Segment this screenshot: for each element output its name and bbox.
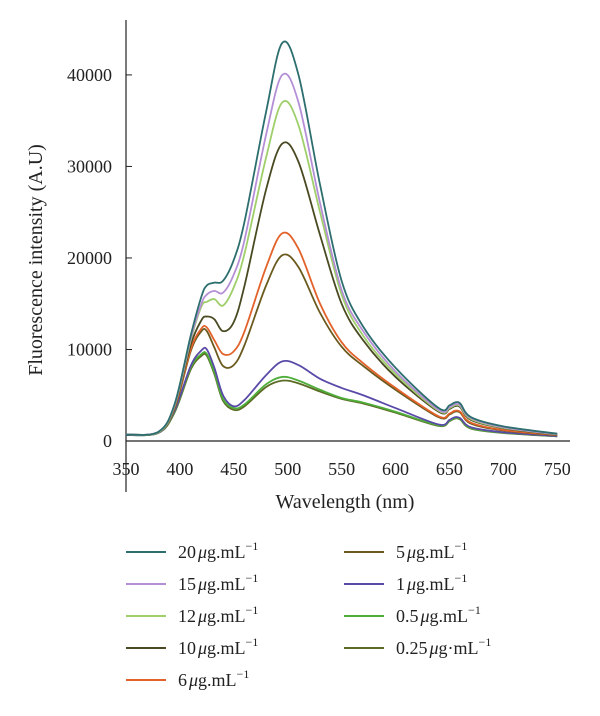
- legend-exponent: −1: [455, 539, 468, 553]
- legend-exponent: −1: [246, 571, 259, 585]
- x-tick-label: 500: [274, 459, 301, 479]
- legend-unit: μ: [197, 638, 207, 658]
- x-tick-label: 400: [166, 459, 193, 479]
- legend-exponent: −1: [246, 603, 259, 617]
- y-tick-label: 20000: [67, 248, 112, 268]
- legend-item: 12 μg.mL−1: [126, 603, 258, 626]
- legend-item: 5 μg.mL−1: [344, 539, 467, 562]
- legend-value: 5: [396, 542, 405, 562]
- legend-item: 20 μg.mL−1: [126, 539, 258, 562]
- legend-exponent: −1: [455, 571, 468, 585]
- legend-value: 20: [178, 542, 196, 562]
- legend-value: 12: [178, 606, 196, 626]
- legend-label: 1 μg.mL−1: [396, 571, 467, 594]
- axes: [125, 20, 570, 492]
- x-tick-label: 650: [436, 459, 463, 479]
- legend-label: 6 μg.mL−1: [178, 667, 249, 690]
- y-axis-label: Fluorescence intensity (A.U): [25, 144, 47, 376]
- legend-unit: μ: [197, 606, 207, 626]
- x-tick-label: 700: [490, 459, 517, 479]
- legend-item: 15 μg.mL−1: [126, 571, 258, 594]
- legend-unit: μ: [429, 638, 439, 658]
- y-tick-label: 30000: [67, 156, 112, 176]
- x-tick-label: 450: [220, 459, 247, 479]
- x-tick-label: 550: [328, 459, 355, 479]
- legend-label: 20 μg.mL−1: [178, 539, 258, 562]
- legend-unit-rest: g.mL: [207, 638, 246, 658]
- legend-unit: μ: [197, 574, 207, 594]
- series-line-15: [125, 72, 558, 436]
- legend-unit-rest: g.mL: [198, 670, 237, 690]
- legend-label: 10 μg.mL−1: [178, 635, 258, 658]
- y-tick-label: 40000: [67, 65, 112, 85]
- x-axis-label: Wavelength (nm): [276, 491, 415, 513]
- x-tick-label: 600: [382, 459, 409, 479]
- x-tick-label: 750: [544, 459, 571, 479]
- legend-label: 5 μg.mL−1: [396, 539, 467, 562]
- legend-unit: μ: [188, 670, 198, 690]
- legend-label: 0.25 μg·mL−1: [396, 635, 491, 658]
- legend-label: 12 μg.mL−1: [178, 603, 258, 626]
- legend-unit: μ: [420, 606, 430, 626]
- legend-unit-rest: g.mL: [207, 542, 246, 562]
- legend-exponent: −1: [237, 667, 250, 681]
- legend: 20 μg.mL−115 μg.mL−112 μg.mL−110 μg.mL−16 μg.…: [126, 539, 491, 690]
- series-line-0_5: [125, 351, 558, 438]
- legend-unit: μ: [406, 574, 416, 594]
- legend-label: 15 μg.mL−1: [178, 571, 258, 594]
- legend-exponent: −1: [246, 635, 259, 649]
- x-tick-label: 350: [113, 459, 140, 479]
- ticks: 350 400 450 500 550 600 650 700 750 0 10000 20000 30…: [67, 65, 571, 479]
- legend-exponent: −1: [468, 603, 481, 617]
- series-line-20: [125, 40, 558, 436]
- legend-unit: μ: [406, 542, 416, 562]
- legend-item: 6 μg.mL−1: [126, 667, 249, 690]
- legend-unit: μ: [197, 542, 207, 562]
- legend-exponent: −1: [246, 539, 259, 553]
- legend-unit-rest: g.mL: [416, 574, 455, 594]
- series-line-12: [125, 100, 558, 436]
- legend-item: 1 μg.mL−1: [344, 571, 467, 594]
- y-tick-label: 10000: [67, 339, 112, 359]
- legend-value: 15: [178, 574, 196, 594]
- legend-value: 6: [178, 670, 187, 690]
- legend-value: 1: [396, 574, 405, 594]
- legend-unit-rest: g.mL: [430, 606, 469, 626]
- series-line-6: [125, 231, 558, 436]
- legend-label: 0.5 μg.mL−1: [396, 603, 481, 626]
- series-line-1: [125, 346, 558, 437]
- legend-item: 10 μg.mL−1: [126, 635, 258, 658]
- legend-exponent: −1: [479, 635, 492, 649]
- legend-value: 0.25: [396, 638, 428, 658]
- legend-item: 0.25 μg·mL−1: [344, 635, 491, 658]
- legend-value: 0.5: [396, 606, 419, 626]
- y-tick-label: 0: [103, 431, 112, 451]
- legend-unit-rest: g.mL: [207, 574, 246, 594]
- legend-unit-rest: g.mL: [416, 542, 455, 562]
- legend-value: 10: [178, 638, 196, 658]
- legend-unit-rest: g·mL: [439, 638, 479, 658]
- legend-unit-rest: g.mL: [207, 606, 246, 626]
- legend-item: 0.5 μg.mL−1: [344, 603, 481, 626]
- curves: [125, 40, 558, 438]
